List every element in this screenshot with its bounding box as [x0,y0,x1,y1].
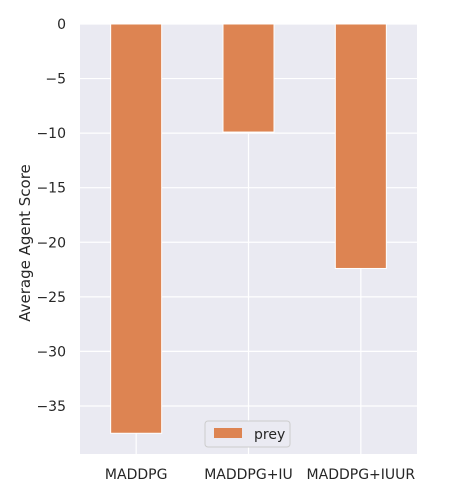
legend-box [204,420,291,448]
bar-maddpg [110,23,163,434]
y-tick-label: 0 [57,17,66,33]
x-axis-ticks: MADDPG MADDPG+IU MADDPG+IUUR [105,467,415,483]
y-tick-label: −25 [36,290,66,306]
y-tick-label: −15 [36,181,66,197]
bar-maddpg-iuur [334,23,387,269]
y-tick-label: −10 [36,126,66,142]
legend-label: prey [254,427,285,443]
bars [110,23,387,434]
y-tick-label: −35 [36,399,66,415]
x-tick-label: MADDPG+IUUR [307,467,416,483]
legend-swatch [214,428,242,438]
y-tick-label: −30 [36,344,66,360]
x-tick-label: MADDPG [105,467,168,483]
y-axis-ticks: 0 −5 −10 −15 −20 −25 −30 −35 [36,17,66,415]
y-tick-label: −5 [45,72,66,88]
x-tick-label: MADDPG+IU [204,467,293,483]
y-axis-label: Average Agent Score [16,164,34,322]
y-tick-label: −20 [36,235,66,251]
bar-maddpg-iu [222,23,275,133]
legend: prey [204,420,291,448]
